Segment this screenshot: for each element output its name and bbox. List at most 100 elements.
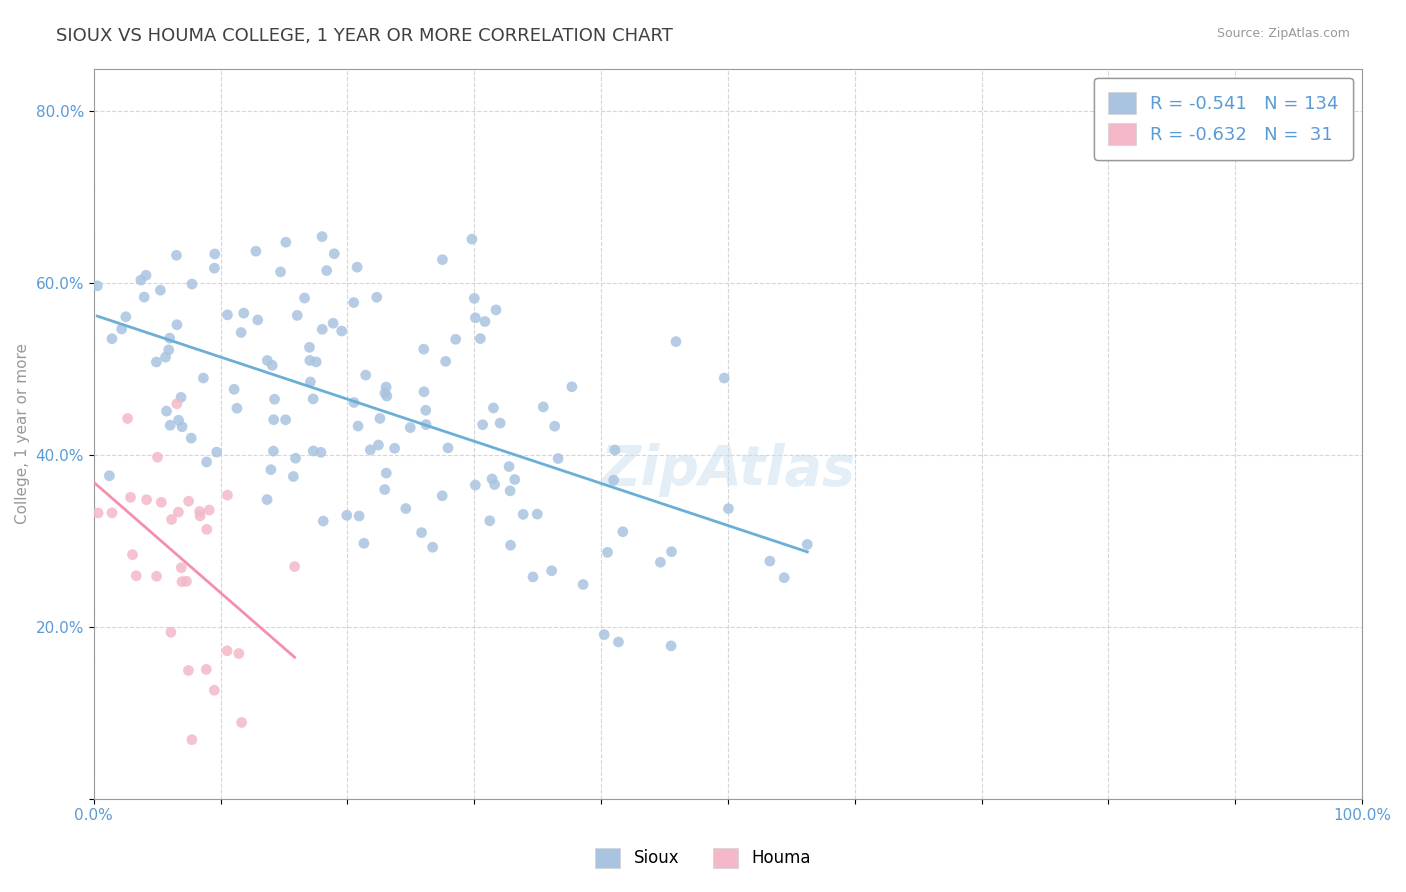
Point	[485, 302, 508, 317]
Point	[773, 571, 796, 585]
Point	[437, 441, 460, 455]
Point	[86, 278, 108, 293]
Point	[176, 574, 198, 589]
Point	[283, 469, 305, 483]
Point	[231, 715, 253, 730]
Point	[195, 455, 218, 469]
Text: SIOUX VS HOUMA COLLEGE, 1 YEAR OR MORE CORRELATION CHART: SIOUX VS HOUMA COLLEGE, 1 YEAR OR MORE C…	[56, 27, 673, 45]
Point	[432, 489, 454, 503]
Point	[166, 397, 188, 411]
Point	[111, 322, 134, 336]
Point	[245, 244, 267, 259]
Point	[347, 419, 370, 434]
Point	[547, 451, 569, 466]
Point	[167, 505, 190, 519]
Point	[274, 235, 297, 250]
Point	[311, 229, 333, 244]
Point	[87, 506, 110, 520]
Point	[540, 564, 562, 578]
Point	[155, 404, 177, 418]
Point	[198, 503, 221, 517]
Point	[284, 559, 307, 574]
Point	[263, 412, 285, 426]
Point	[661, 544, 683, 558]
Point	[115, 310, 138, 324]
Point	[412, 342, 434, 356]
Point	[596, 545, 619, 559]
Point	[262, 444, 284, 458]
Point	[125, 568, 148, 582]
Point	[167, 413, 190, 427]
Point	[202, 261, 225, 276]
Point	[343, 395, 366, 409]
Point	[98, 468, 121, 483]
Point	[593, 627, 616, 641]
Point	[146, 450, 169, 465]
Point	[474, 314, 496, 328]
Point	[374, 386, 396, 401]
Point	[717, 501, 740, 516]
Point	[612, 524, 634, 539]
Point	[135, 268, 157, 283]
Point	[150, 495, 173, 509]
Point	[375, 389, 398, 403]
Point	[188, 504, 211, 518]
Point	[170, 560, 193, 574]
Point	[375, 380, 398, 394]
Point	[489, 416, 512, 430]
Point	[246, 313, 269, 327]
Point	[796, 537, 818, 551]
Point	[602, 473, 624, 487]
Point	[298, 340, 321, 354]
Point	[411, 525, 433, 540]
Point	[204, 247, 226, 261]
Point	[215, 644, 238, 658]
Legend: R = -0.541   N = 134, R = -0.632   N =  31: R = -0.541 N = 134, R = -0.632 N = 31	[1094, 78, 1353, 160]
Point	[193, 371, 215, 385]
Point	[263, 392, 285, 407]
Point	[224, 382, 246, 396]
Point	[195, 662, 218, 676]
Point	[354, 368, 377, 382]
Point	[101, 506, 124, 520]
Point	[180, 431, 202, 445]
Point	[368, 411, 391, 425]
Point	[395, 501, 418, 516]
Legend: Sioux, Houma: Sioux, Houma	[589, 841, 817, 875]
Point	[499, 538, 522, 552]
Point	[311, 322, 333, 336]
Point	[177, 664, 200, 678]
Point	[526, 507, 548, 521]
Point	[120, 491, 142, 505]
Point	[166, 248, 188, 262]
Point	[177, 494, 200, 508]
Point	[299, 375, 322, 389]
Point	[305, 355, 328, 369]
Point	[323, 246, 346, 260]
Point	[367, 438, 389, 452]
Point	[512, 508, 534, 522]
Point	[312, 514, 335, 528]
Point	[470, 332, 492, 346]
Point	[607, 635, 630, 649]
Point	[478, 514, 501, 528]
Point	[461, 232, 484, 246]
Point	[374, 483, 396, 497]
Point	[195, 522, 218, 536]
Point	[262, 359, 284, 373]
Point	[603, 443, 626, 458]
Point	[471, 417, 494, 432]
Point	[415, 403, 437, 417]
Point	[464, 478, 486, 492]
Point	[231, 326, 253, 340]
Point	[759, 554, 782, 568]
Point	[422, 540, 444, 554]
Point	[160, 512, 183, 526]
Point	[503, 473, 526, 487]
Text: Source: ZipAtlas.com: Source: ZipAtlas.com	[1216, 27, 1350, 40]
Point	[399, 420, 422, 434]
Point	[522, 570, 544, 584]
Point	[149, 283, 172, 297]
Point	[205, 445, 228, 459]
Point	[366, 290, 388, 304]
